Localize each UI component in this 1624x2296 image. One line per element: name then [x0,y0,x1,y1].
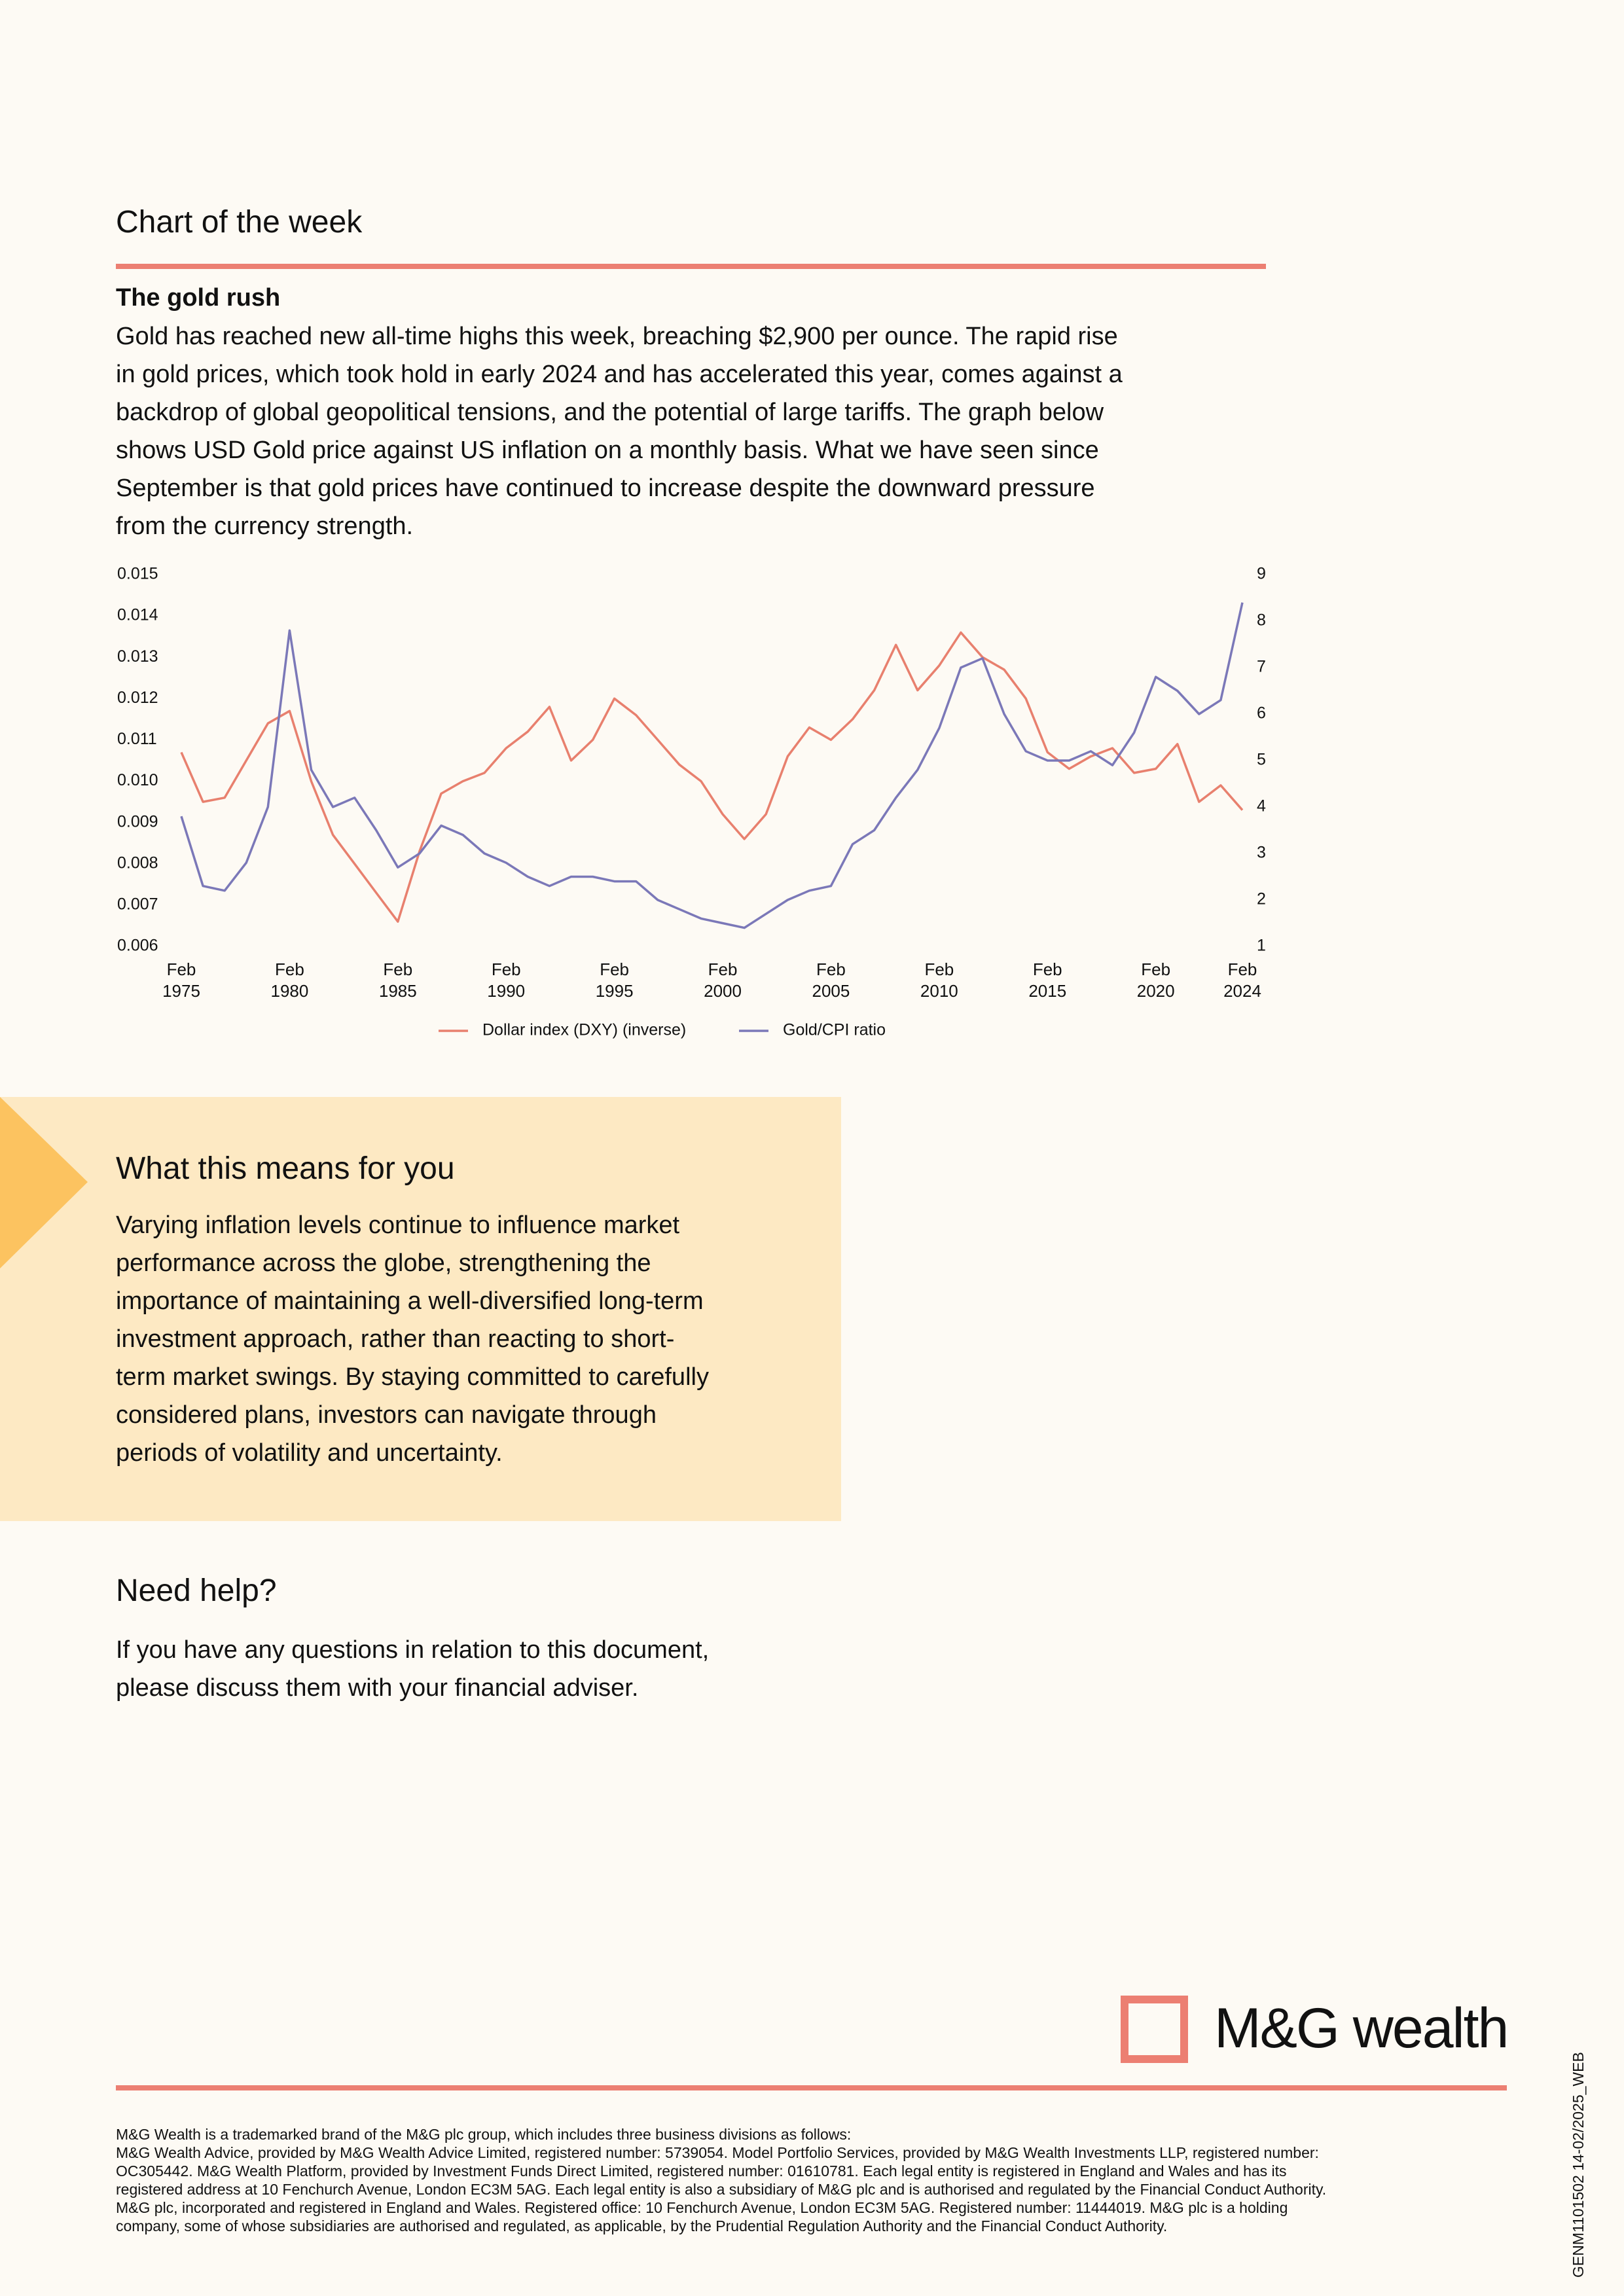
series-line [180,631,1244,923]
y2-tick-label: 2 [1257,890,1266,908]
x-tick-label: Feb 2000 [704,960,742,1001]
y-tick-label: 0.008 [117,853,158,872]
y-tick-label: 0.012 [117,689,158,707]
y-tick-label: 0.014 [117,606,158,624]
reference-code: GENM1101502 14-02/2025_WEB [1570,2052,1587,2278]
y2-tick-label: 8 [1257,611,1266,630]
y-tick-label: 0.010 [117,771,158,789]
text-line: periods of volatility and uncertainty. [116,1439,503,1467]
x-tick-label: Feb 2010 [920,960,958,1001]
y2-tick-label: 4 [1257,797,1266,816]
text-line: in gold prices, which took hold in early… [116,361,1123,388]
logo-text: M&G wealth [1214,1997,1509,2060]
section-title: Chart of the week [116,205,363,240]
callout-box [0,1097,841,1521]
y-tick-label: 0.006 [117,937,158,955]
y2-tick-label: 3 [1257,844,1266,862]
callout-arrow [0,1097,88,1268]
footer-line: M&G Wealth Advice, provided by M&G Wealt… [116,2144,1319,2161]
x-tick-label: Feb 1985 [378,960,417,1001]
text-line: importance of maintaining a well-diversi… [116,1287,704,1315]
x-tick-label: Feb 2024 [1223,960,1261,1001]
text-line: performance across the globe, strengthen… [116,1249,651,1277]
series-line [180,602,1244,929]
y2-tick-label: 7 [1257,658,1266,676]
y-tick-label: 0.009 [117,812,158,831]
x-tick-label: Feb 1975 [162,960,200,1001]
footer-line: M&G plc, incorporated and registered in … [116,2199,1288,2216]
x-tick-label: Feb 1990 [487,960,526,1001]
y-tick-label: 0.011 [117,730,157,748]
text-line: Varying inflation levels continue to inf… [116,1211,680,1239]
text-line: considered plans, investors can navigate… [116,1401,657,1429]
footer-line: OC305442. M&G Wealth Platform, provided … [116,2162,1287,2179]
y2-tick-label: 5 [1257,751,1266,769]
x-tick-label: Feb 1980 [270,960,309,1001]
text-line: term market swings. By staying committed… [116,1363,709,1391]
text-line: investment approach, rather than reactin… [116,1325,675,1353]
text-line: September is that gold prices have conti… [116,475,1095,502]
footer-line: registered address at 10 Fenchurch Avenu… [116,2181,1327,2198]
x-tick-label: Feb 2015 [1028,960,1067,1001]
footer-line: M&G Wealth is a trademarked brand of the… [116,2126,852,2143]
text-line: please discuss them with your financial … [116,1674,639,1702]
help-title: Need help? [116,1573,277,1608]
y-tick-label: 0.007 [117,895,158,913]
footer: M&G Wealth is a trademarked brand of the… [116,2125,1326,2235]
text-line: shows USD Gold price against US inflatio… [116,437,1099,464]
logo-mark [1121,1996,1188,2063]
callout-body: Varying inflation levels continue to inf… [116,1206,709,1472]
y-tick-label: 0.013 [117,647,158,666]
y-tick-label: 0.015 [117,565,158,583]
footer-divider [116,2085,1507,2090]
y2-tick-label: 1 [1257,937,1266,955]
y2-tick-label: 6 [1257,704,1266,723]
chart: 0.006 0.007 0.008 0.009 0.010 0.011 0.012 0.013… [117,565,1266,1039]
article-body: Gold has reached new all-time highs this… [116,317,1123,545]
x-tick-label: Feb 1995 [595,960,634,1001]
legend-label: Dollar index (DXY) (inverse) [482,1021,686,1039]
footer-line: company, some of whose subsidiaries are … [116,2217,1168,2234]
help-body: If you have any questions in relation to… [116,1631,709,1707]
text-line: Gold has reached new all-time highs this… [116,323,1118,350]
y2-tick-label: 9 [1257,565,1266,583]
text-line: If you have any questions in relation to… [116,1636,710,1664]
x-tick-label: Feb 2005 [812,960,850,1001]
divider [116,264,1266,269]
text-line: from the currency strength. [116,512,414,540]
article-subtitle: The gold rush [116,284,281,312]
x-tick-label: Feb 2020 [1136,960,1175,1001]
legend-label: Gold/CPI ratio [783,1021,886,1039]
callout-title: What this means for you [116,1151,455,1186]
text-line: backdrop of global geopolitical tensions… [116,399,1104,426]
